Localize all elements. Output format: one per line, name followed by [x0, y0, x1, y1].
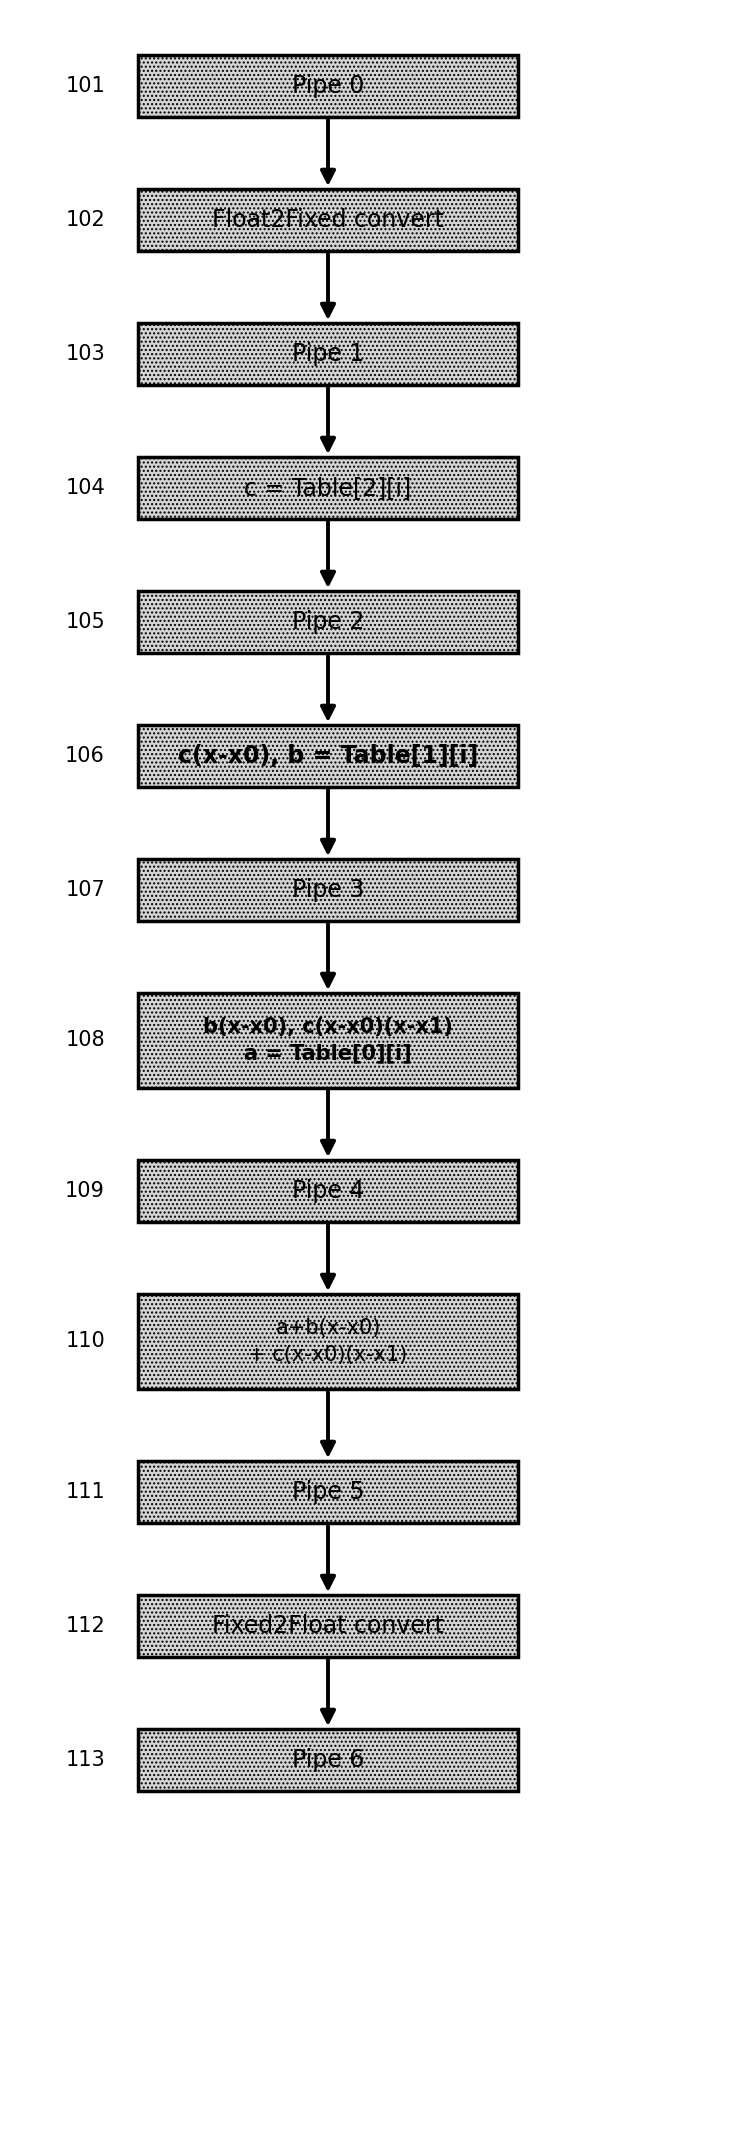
Bar: [138, 1294, 518, 1390]
Text: Pipe 0: Pipe 0: [292, 75, 364, 98]
Text: Pipe 4: Pipe 4: [292, 1179, 364, 1202]
Text: Pipe 3: Pipe 3: [292, 877, 364, 901]
Text: b(x-x0), c(x-x0)(x-x1)
a = Table[0][i]: b(x-x0), c(x-x0)(x-x1) a = Table[0][i]: [203, 1016, 453, 1063]
Bar: [138, 858, 518, 920]
Text: 108: 108: [66, 1031, 105, 1050]
Text: 103: 103: [66, 344, 105, 363]
Text: 104: 104: [66, 478, 105, 497]
Text: 111: 111: [66, 1482, 105, 1503]
Text: 106: 106: [65, 745, 105, 766]
Bar: [138, 726, 518, 788]
Bar: [138, 1729, 518, 1791]
Text: 112: 112: [66, 1616, 105, 1635]
Text: Pipe 2: Pipe 2: [292, 611, 364, 634]
Text: 102: 102: [66, 209, 105, 231]
Text: c(x-x0), b = Table[1][i]: c(x-x0), b = Table[1][i]: [178, 743, 478, 769]
Bar: [138, 1460, 518, 1522]
Text: Float2Fixed convert: Float2Fixed convert: [212, 207, 444, 233]
Bar: [138, 322, 518, 384]
Text: a+b(x-x0)
+ c(x-x0)(x-x1): a+b(x-x0) + c(x-x0)(x-x1): [248, 1317, 407, 1364]
Bar: [138, 591, 518, 653]
Text: Pipe 6: Pipe 6: [292, 1749, 364, 1772]
Bar: [138, 190, 518, 252]
Bar: [138, 1159, 518, 1221]
Text: 101: 101: [66, 77, 105, 96]
Bar: [138, 56, 518, 117]
Text: 109: 109: [65, 1181, 105, 1202]
Text: 110: 110: [66, 1332, 105, 1351]
Bar: [138, 457, 518, 519]
Text: 105: 105: [66, 613, 105, 632]
Text: Pipe 1: Pipe 1: [292, 342, 364, 365]
Text: c = Table[2][i]: c = Table[2][i]: [245, 476, 412, 500]
Text: 107: 107: [66, 880, 105, 901]
Text: 113: 113: [66, 1751, 105, 1770]
Bar: [138, 993, 518, 1089]
Bar: [138, 1595, 518, 1657]
Text: Pipe 5: Pipe 5: [291, 1480, 364, 1503]
Text: Fixed2Float convert: Fixed2Float convert: [212, 1614, 444, 1638]
